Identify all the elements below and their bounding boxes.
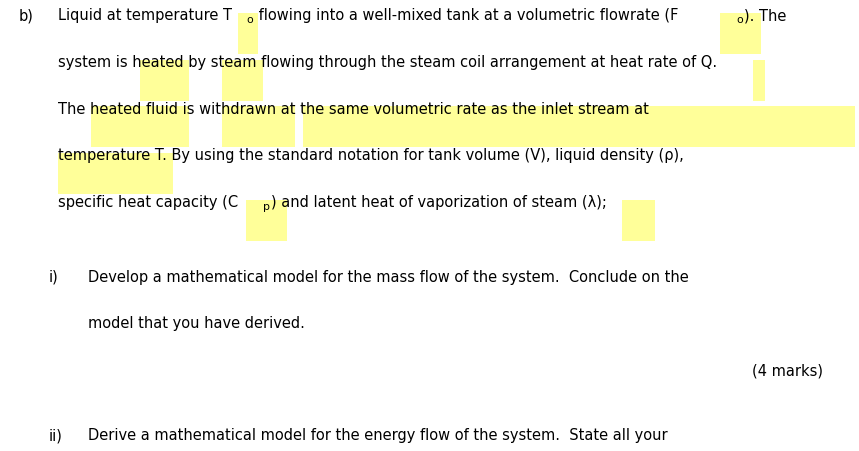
- FancyBboxPatch shape: [752, 60, 765, 101]
- FancyBboxPatch shape: [58, 153, 173, 194]
- FancyBboxPatch shape: [238, 13, 259, 54]
- Text: specific heat capacity (C: specific heat capacity (C: [58, 195, 239, 210]
- Text: Derive a mathematical model for the energy flow of the system.  State all your: Derive a mathematical model for the ener…: [88, 428, 667, 443]
- Text: o: o: [247, 15, 253, 25]
- FancyBboxPatch shape: [91, 106, 189, 147]
- Text: system is heated by steam flowing through the steam coil arrangement at heat rat: system is heated by steam flowing throug…: [58, 55, 717, 70]
- Text: ii): ii): [49, 428, 63, 443]
- Text: (4 marks): (4 marks): [752, 363, 823, 378]
- FancyBboxPatch shape: [720, 13, 761, 54]
- Text: i): i): [49, 270, 58, 285]
- FancyBboxPatch shape: [222, 60, 263, 101]
- Text: ) and latent heat of vaporization of steam (λ);: ) and latent heat of vaporization of ste…: [271, 195, 606, 210]
- Text: model that you have derived.: model that you have derived.: [88, 316, 304, 331]
- FancyBboxPatch shape: [622, 199, 655, 241]
- Text: flowing into a well-mixed tank at a volumetric flowrate (F: flowing into a well-mixed tank at a volu…: [254, 8, 679, 23]
- Text: The heated fluid is withdrawn at the same volumetric rate as the inlet stream at: The heated fluid is withdrawn at the sam…: [58, 101, 649, 117]
- Text: ). The: ). The: [745, 8, 787, 23]
- FancyBboxPatch shape: [140, 60, 189, 101]
- FancyBboxPatch shape: [247, 199, 287, 241]
- FancyBboxPatch shape: [222, 106, 295, 147]
- FancyBboxPatch shape: [303, 106, 855, 147]
- Text: o: o: [736, 15, 743, 25]
- Text: Liquid at temperature T: Liquid at temperature T: [58, 8, 233, 23]
- Text: temperature T. By using the standard notation for tank volume (V), liquid densit: temperature T. By using the standard not…: [58, 148, 684, 163]
- Text: b): b): [19, 8, 34, 23]
- Text: Develop a mathematical model for the mass flow of the system.  Conclude on the: Develop a mathematical model for the mas…: [88, 270, 688, 285]
- Text: p: p: [263, 202, 270, 212]
